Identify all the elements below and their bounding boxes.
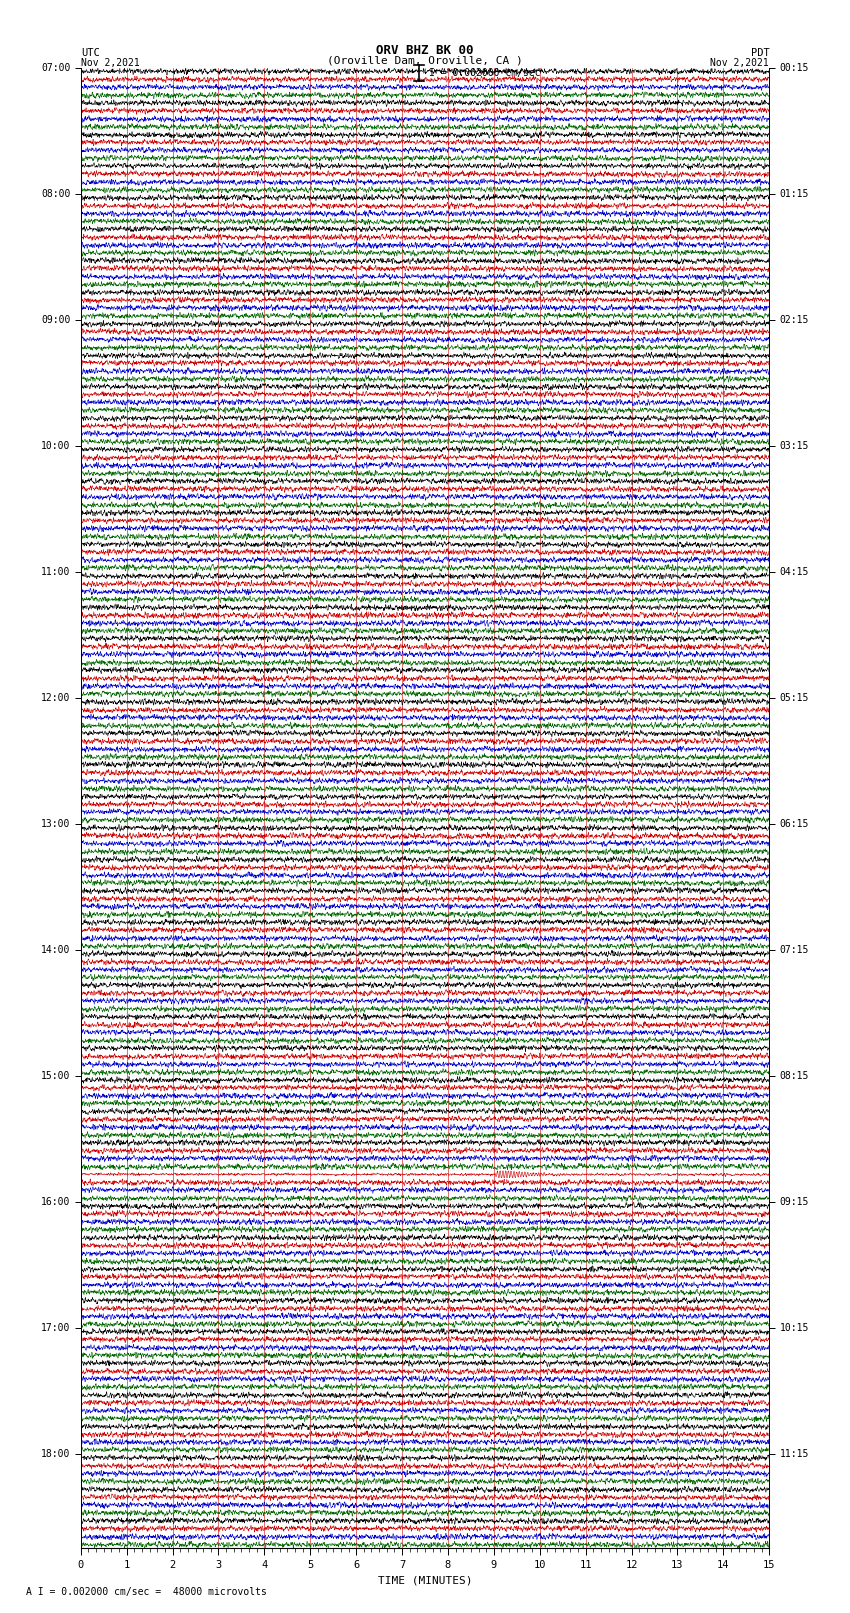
- Text: (Oroville Dam, Oroville, CA ): (Oroville Dam, Oroville, CA ): [327, 55, 523, 65]
- Text: I = 0.002000 cm/sec: I = 0.002000 cm/sec: [429, 68, 541, 79]
- Text: Nov 2,2021: Nov 2,2021: [711, 58, 769, 68]
- X-axis label: TIME (MINUTES): TIME (MINUTES): [377, 1576, 473, 1586]
- Text: Nov 2,2021: Nov 2,2021: [81, 58, 139, 68]
- Text: UTC: UTC: [81, 48, 99, 58]
- Text: A I = 0.002000 cm/sec =  48000 microvolts: A I = 0.002000 cm/sec = 48000 microvolts: [26, 1587, 266, 1597]
- Text: PDT: PDT: [751, 48, 769, 58]
- Text: ORV BHZ BK 00: ORV BHZ BK 00: [377, 44, 473, 58]
